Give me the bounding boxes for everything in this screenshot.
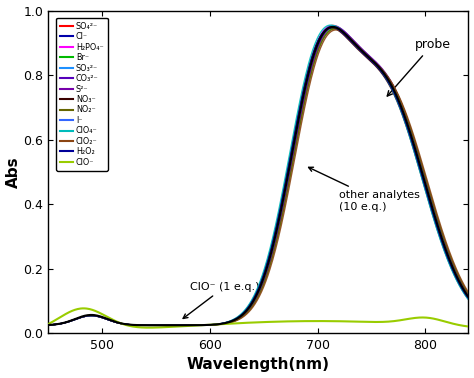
Text: other analytes
(10 e.q.): other analytes (10 e.q.) — [309, 167, 420, 212]
X-axis label: Wavelength(nm): Wavelength(nm) — [187, 358, 330, 372]
Text: probe: probe — [387, 38, 451, 96]
Text: ClO⁻ (1 e.q.): ClO⁻ (1 e.q.) — [183, 282, 260, 318]
Y-axis label: Abs: Abs — [6, 156, 20, 188]
Legend: SO₄²⁻, Cl⁻, H₂PO₄⁻, Br⁻, SO₃²⁻, CO₃²⁻, S²⁻, NO₃⁻, NO₂⁻, I⁻, ClO₄⁻, ClO₂⁻, H₂O₂, : SO₄²⁻, Cl⁻, H₂PO₄⁻, Br⁻, SO₃²⁻, CO₃²⁻, S… — [56, 18, 108, 171]
